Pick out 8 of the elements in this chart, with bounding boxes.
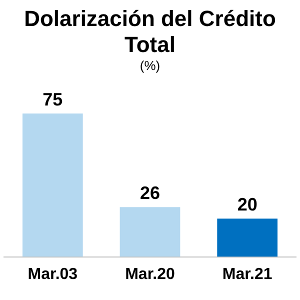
x-tick-label: Mar.20 — [125, 266, 176, 283]
x-tick-label: Mar.03 — [28, 266, 78, 283]
data-label: 26 — [140, 183, 160, 204]
chart-subtitle: (%) — [138, 58, 162, 74]
data-label: 20 — [237, 194, 258, 215]
chart-title: Dolarización del Crédito Total — [23, 6, 277, 58]
data-label: 75 — [42, 90, 63, 110]
x-tick-label: Mar.21 — [222, 266, 272, 283]
